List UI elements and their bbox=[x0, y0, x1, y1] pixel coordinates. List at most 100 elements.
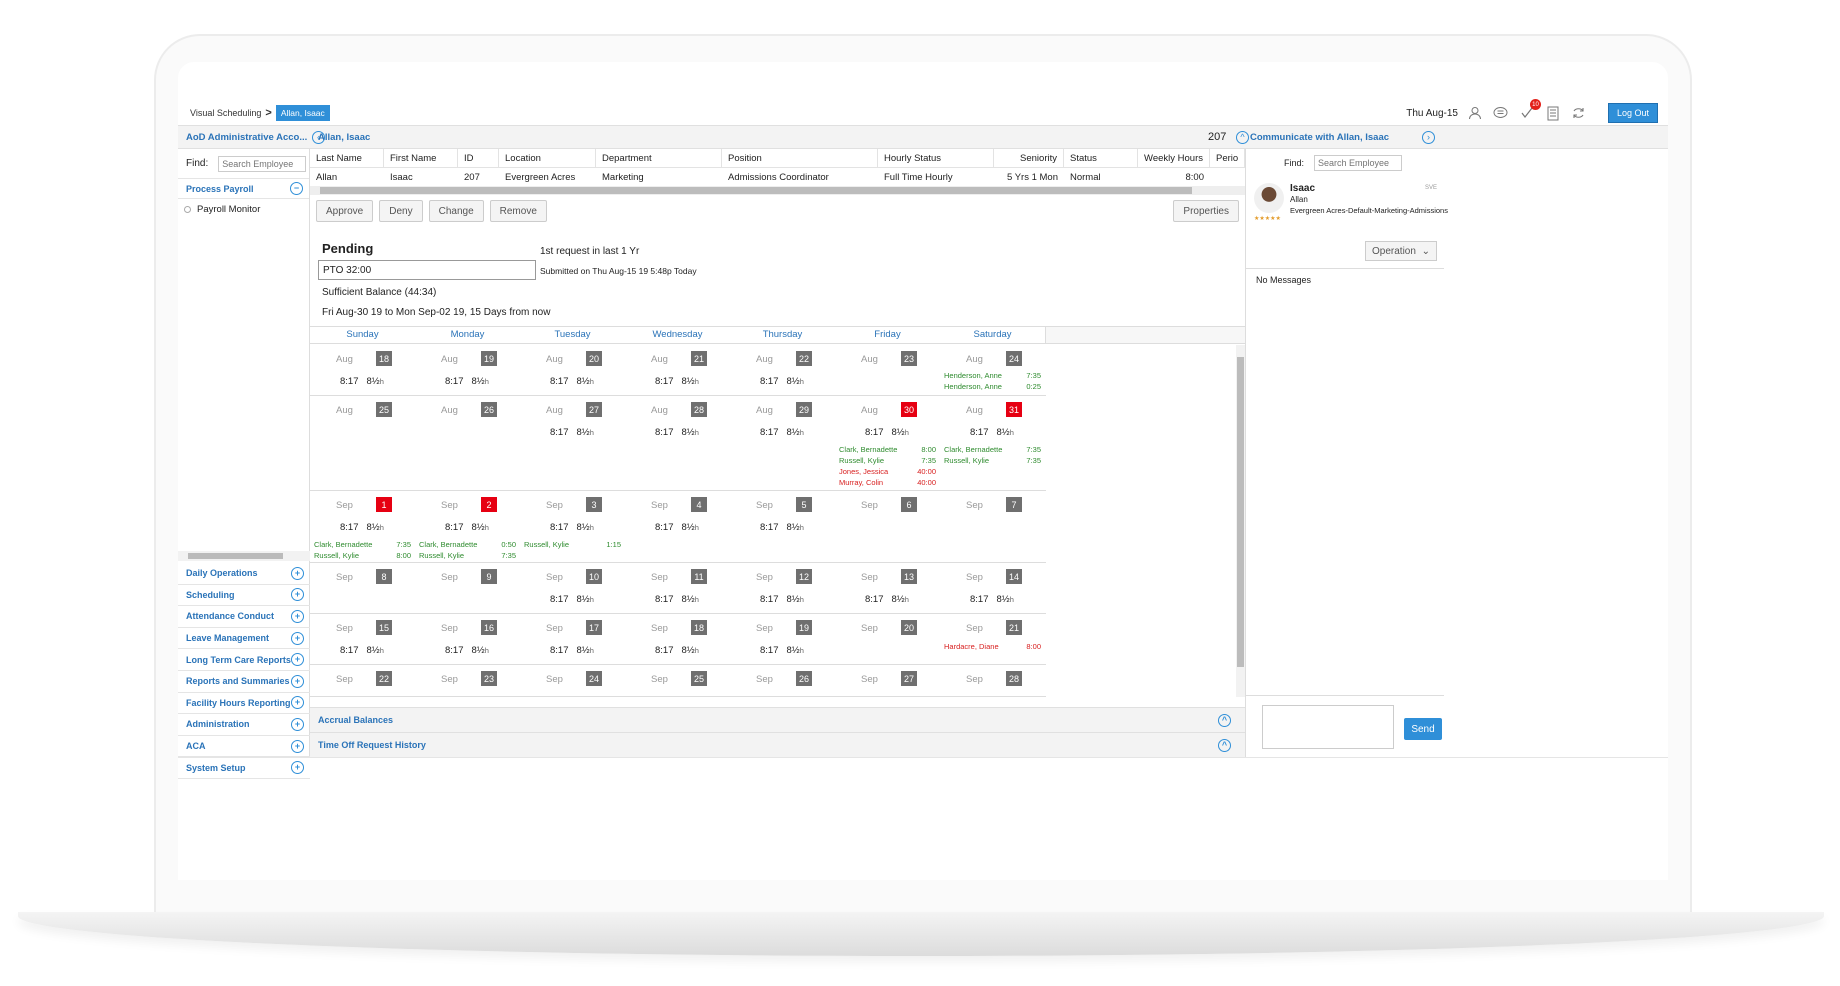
day-number[interactable]: 12 bbox=[796, 569, 812, 584]
scheduled-shift[interactable]: 8:17 8½h bbox=[760, 427, 804, 438]
scroll-thumb[interactable] bbox=[188, 553, 283, 559]
scheduled-shift[interactable]: 8:17 8½h bbox=[550, 594, 594, 605]
column-header[interactable]: Weekly Hours bbox=[1138, 149, 1210, 167]
column-header[interactable]: Seniority bbox=[994, 149, 1064, 167]
collapse-right-icon[interactable]: › bbox=[1422, 131, 1435, 144]
scroll-thumb[interactable] bbox=[320, 187, 1192, 194]
scheduled-shift[interactable]: 8:17 8½h bbox=[445, 522, 489, 533]
day-number[interactable]: 25 bbox=[376, 402, 392, 417]
scheduled-shift[interactable]: 8:17 8½h bbox=[655, 594, 699, 605]
plus-icon[interactable]: + bbox=[291, 566, 304, 580]
calendar-day[interactable]: Sep 8 bbox=[310, 563, 415, 614]
calendar-day[interactable]: Sep 19 8:17 8½h bbox=[730, 614, 835, 665]
calendar-day[interactable]: Sep 17 8:17 8½h bbox=[520, 614, 625, 665]
day-number[interactable]: 17 bbox=[586, 620, 602, 635]
menu-item[interactable]: Scheduling + bbox=[178, 585, 310, 607]
scheduled-shift[interactable]: 8:17 8½h bbox=[970, 427, 1014, 438]
breadcrumb-root[interactable]: Visual Scheduling bbox=[190, 108, 262, 118]
scheduled-shift[interactable]: 8:17 8½h bbox=[550, 376, 594, 387]
day-number[interactable]: 26 bbox=[481, 402, 497, 417]
calendar-day[interactable]: Aug 22 8:17 8½h bbox=[730, 345, 835, 396]
day-number[interactable]: 3 bbox=[586, 497, 602, 512]
calendar-day[interactable]: Sep 15 8:17 8½h bbox=[310, 614, 415, 665]
notifications-icon[interactable]: 10 bbox=[1518, 99, 1541, 122]
staff-entry[interactable]: Russell, Kylie 7:35 bbox=[419, 550, 520, 561]
calendar-day[interactable]: Aug 20 8:17 8½h bbox=[520, 345, 625, 396]
plus-icon[interactable]: + bbox=[291, 739, 304, 753]
staff-entry[interactable]: Russell, Kylie 7:35 bbox=[839, 455, 940, 466]
day-number[interactable]: 22 bbox=[796, 351, 812, 366]
collapse-left-icon[interactable]: ‹ bbox=[312, 131, 325, 144]
scheduled-shift[interactable]: 8:17 8½h bbox=[340, 376, 384, 387]
scheduled-shift[interactable]: 8:17 8½h bbox=[865, 594, 909, 605]
day-number[interactable]: 18 bbox=[691, 620, 707, 635]
day-number-requested[interactable]: 30 bbox=[901, 402, 917, 417]
calendar-day[interactable]: Sep 22 bbox=[310, 665, 415, 697]
menu-item[interactable]: System Setup + bbox=[178, 757, 310, 779]
scheduled-shift[interactable]: 8:17 8½h bbox=[760, 376, 804, 387]
day-number[interactable]: 20 bbox=[901, 620, 917, 635]
scheduled-shift[interactable]: 8:17 8½h bbox=[655, 427, 699, 438]
accrual-balances-section[interactable]: Accrual Balances ^ bbox=[310, 707, 1245, 732]
column-header[interactable]: Department bbox=[596, 149, 722, 167]
deny-button[interactable]: Deny bbox=[379, 200, 423, 222]
calendar-day[interactable]: Sep 7 bbox=[940, 491, 1045, 563]
day-number[interactable]: 24 bbox=[1006, 351, 1022, 366]
day-number[interactable]: 19 bbox=[481, 351, 497, 366]
scheduled-shift[interactable]: 8:17 8½h bbox=[760, 522, 804, 533]
menu-item[interactable]: Reports and Summaries + bbox=[178, 671, 310, 693]
column-header[interactable]: Last Name bbox=[310, 149, 384, 167]
menu-item[interactable]: Facility Hours Reporting + bbox=[178, 693, 310, 715]
scheduled-shift[interactable]: 8:17 8½h bbox=[340, 522, 384, 533]
day-number[interactable]: 14 bbox=[1006, 569, 1022, 584]
staff-entry[interactable]: Russell, Kylie 1:15 bbox=[524, 539, 625, 550]
day-number-requested[interactable]: 31 bbox=[1006, 402, 1022, 417]
calendar-day[interactable]: Sep 2 8:17 8½h Clark, Bernadette 0:50 Russell,… bbox=[415, 491, 520, 563]
calendar-day[interactable]: Aug 21 8:17 8½h bbox=[625, 345, 730, 396]
calendar-day[interactable]: Aug 19 8:17 8½h bbox=[415, 345, 520, 396]
plus-icon[interactable]: + bbox=[291, 696, 304, 710]
day-number[interactable]: 23 bbox=[901, 351, 917, 366]
breadcrumb-current[interactable]: Allan, Isaac bbox=[275, 105, 330, 121]
plus-icon[interactable]: + bbox=[291, 631, 304, 645]
menu-item[interactable]: Administration + bbox=[178, 714, 310, 736]
day-number[interactable]: 21 bbox=[691, 351, 707, 366]
calendar-day[interactable]: Sep 1 8:17 8½h Clark, Bernadette 7:35 Russell,… bbox=[310, 491, 415, 563]
day-number[interactable]: 7 bbox=[1006, 497, 1022, 512]
column-header[interactable]: Status bbox=[1064, 149, 1138, 167]
employee-table-row[interactable]: Allan Isaac 207 Evergreen Acres Marketing Adm… bbox=[310, 168, 1245, 186]
time-off-history-section[interactable]: Time Off Request History ^ bbox=[310, 732, 1245, 757]
plus-icon[interactable]: + bbox=[291, 674, 304, 688]
menu-item[interactable]: Long Term Care Reports + bbox=[178, 649, 310, 671]
plus-icon[interactable]: + bbox=[291, 717, 304, 731]
scheduled-shift[interactable]: 8:17 8½h bbox=[970, 594, 1014, 605]
calendar-day[interactable]: Sep 11 8:17 8½h bbox=[625, 563, 730, 614]
scheduled-shift[interactable]: 8:17 8½h bbox=[550, 427, 594, 438]
document-icon[interactable] bbox=[1544, 104, 1562, 122]
calendar-day[interactable]: Aug 24 Henderson, Anne 7:35 Henderson, Anne 0… bbox=[940, 345, 1045, 396]
plus-icon[interactable]: + bbox=[291, 588, 304, 602]
left-horizontal-scrollbar[interactable] bbox=[178, 551, 310, 561]
day-number[interactable]: 27 bbox=[586, 402, 602, 417]
message-input[interactable] bbox=[1262, 705, 1394, 749]
calendar-day[interactable]: Sep 5 8:17 8½h bbox=[730, 491, 835, 563]
operation-dropdown[interactable]: Operation ⌄ bbox=[1365, 241, 1437, 261]
day-number[interactable]: 25 bbox=[691, 671, 707, 686]
calendar-day[interactable]: Sep 9 bbox=[415, 563, 520, 614]
calendar-day[interactable]: Sep 23 bbox=[415, 665, 520, 697]
day-number[interactable]: 28 bbox=[691, 402, 707, 417]
calendar-day[interactable]: Sep 13 8:17 8½h bbox=[835, 563, 940, 614]
calendar-day[interactable]: Aug 23 bbox=[835, 345, 940, 396]
expand-icon[interactable]: ^ bbox=[1218, 713, 1231, 727]
user-icon[interactable] bbox=[1466, 104, 1484, 122]
scheduled-shift[interactable]: 8:17 8½h bbox=[865, 427, 909, 438]
menu-item[interactable]: ACA + bbox=[178, 736, 310, 758]
scheduled-shift[interactable]: 8:17 8½h bbox=[760, 645, 804, 656]
calendar-day[interactable]: Aug 29 8:17 8½h bbox=[730, 396, 835, 491]
payroll-monitor-item[interactable]: Payroll Monitor bbox=[178, 199, 309, 219]
calendar-day[interactable]: Sep 6 bbox=[835, 491, 940, 563]
left-search-input[interactable] bbox=[218, 155, 307, 172]
staff-entry[interactable]: Russell, Kylie 8:00 bbox=[314, 550, 415, 561]
menu-item[interactable]: Leave Management + bbox=[178, 628, 310, 650]
scroll-thumb[interactable] bbox=[1237, 357, 1244, 667]
